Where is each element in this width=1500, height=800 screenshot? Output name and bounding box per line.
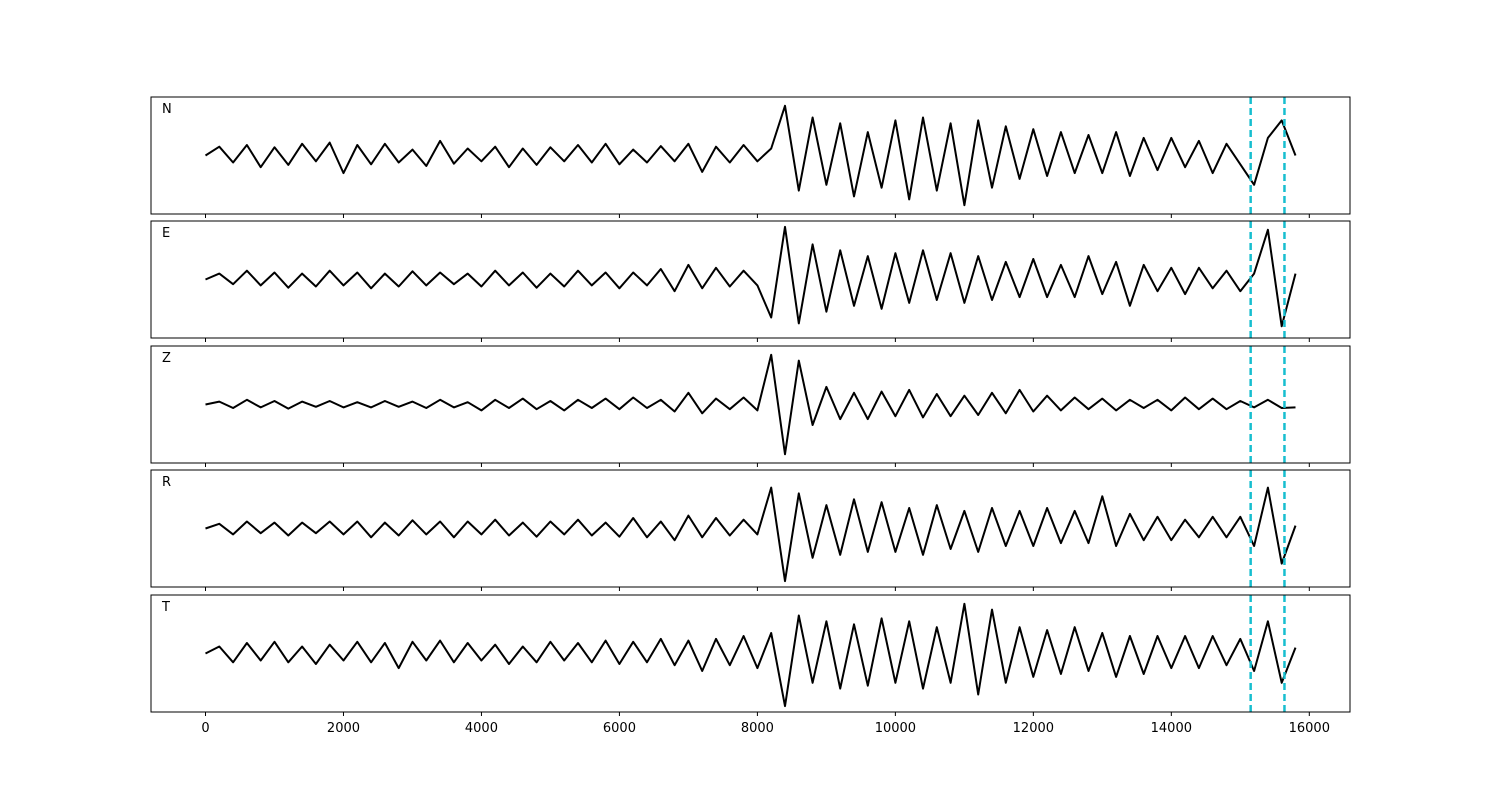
x-tick-label: 0: [201, 721, 209, 736]
panel-label: Z: [162, 351, 171, 366]
waveform: [205, 602, 1297, 708]
x-tick-label: 4000: [465, 721, 498, 736]
panel-label: N: [162, 102, 172, 117]
waveform: [205, 225, 1297, 328]
x-tick-label: 14000: [1151, 721, 1192, 736]
axes-frame: [150, 345, 1351, 464]
axes-frame: [150, 220, 1351, 339]
axes-frame: [150, 594, 1351, 713]
x-tick-label: 6000: [603, 721, 636, 736]
panel-label: R: [162, 475, 171, 490]
panel-label: E: [162, 226, 170, 241]
axes-frame: [150, 96, 1351, 215]
x-tick-label: 10000: [875, 721, 916, 736]
waveform: [205, 486, 1297, 583]
axes-frame: [150, 469, 1351, 588]
waveform: [205, 353, 1296, 456]
x-tick-label: 2000: [327, 721, 360, 736]
waveform: [204, 104, 1297, 207]
x-tick-label: 16000: [1289, 721, 1330, 736]
x-tick-label: 8000: [741, 721, 774, 736]
panel-label: T: [161, 600, 170, 615]
x-tick-label: 12000: [1013, 721, 1054, 736]
